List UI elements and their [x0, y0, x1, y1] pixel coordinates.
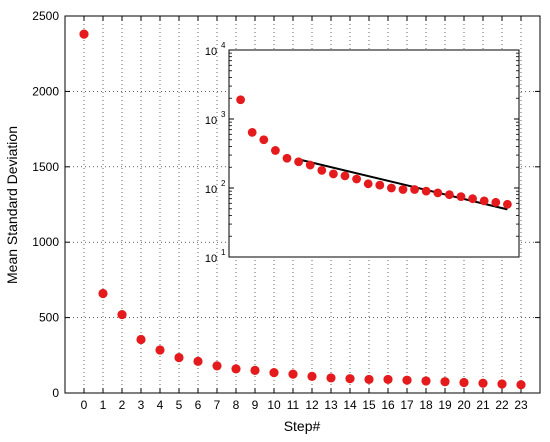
- x-tick-label: 8: [233, 398, 240, 412]
- data-point: [307, 371, 317, 382]
- x-tick-label: 15: [362, 398, 376, 412]
- data-point: [117, 309, 127, 320]
- inset-y-ticks: 10 1 10 2 10 3 10 4: [205, 41, 519, 265]
- inset-y-tick-base: 10: [205, 184, 217, 196]
- x-tick-label: 10: [267, 398, 281, 412]
- inset-data-point: [340, 171, 350, 181]
- data-point: [345, 374, 355, 384]
- data-point: [250, 365, 260, 375]
- inset-data-point: [271, 146, 280, 155]
- data-point: [364, 374, 374, 385]
- inset-data-point: [305, 160, 315, 170]
- inset-data-point: [387, 183, 396, 193]
- inset-data-point: [491, 197, 501, 207]
- inset-data-point: [317, 165, 327, 175]
- data-point: [478, 378, 488, 388]
- inset-data-point: [236, 95, 246, 105]
- x-tick-label: 1: [100, 398, 107, 412]
- x-tick-label: 14: [343, 398, 357, 412]
- x-tick-label: 17: [400, 398, 414, 412]
- x-tick-label: 5: [176, 398, 183, 412]
- data-point: [79, 29, 89, 39]
- x-tick-label: 19: [438, 398, 452, 412]
- data-point: [269, 368, 279, 378]
- data-point: [193, 356, 203, 366]
- x-tick-label: 20: [457, 398, 471, 412]
- y-tick-label: 2000: [32, 84, 59, 98]
- x-tick-label: 22: [495, 398, 509, 412]
- inset-data-point: [282, 153, 292, 163]
- inset-data-point: [433, 188, 443, 198]
- x-tick-label: 4: [157, 398, 164, 412]
- x-tick-label: 16: [381, 398, 395, 412]
- data-point: [383, 374, 393, 385]
- x-tick-label: 6: [195, 398, 202, 412]
- data-point: [231, 364, 241, 374]
- x-tick-label: 7: [214, 398, 221, 412]
- inset-y-tick-base: 10: [205, 46, 217, 58]
- inset-data-point: [294, 157, 303, 167]
- inset-chart: 10 1 10 2 10 3 10 4: [205, 41, 520, 265]
- inset-y-tick-base: 10: [205, 115, 217, 127]
- data-point: [288, 369, 298, 379]
- main-x-ticks: 0 1 2 3 4 5 6 7 8 9 10 11 12 13 14 15 16 17 18 19 20 21 22 23: [81, 16, 528, 412]
- y-tick-label: 2500: [32, 9, 59, 23]
- main-series-points: [79, 29, 526, 390]
- y-tick-label: 500: [39, 311, 59, 325]
- inset-data-point: [456, 192, 466, 202]
- data-point: [136, 334, 146, 345]
- y-tick-label: 1500: [32, 160, 59, 174]
- inset-data-point: [410, 185, 419, 194]
- x-tick-label: 11: [287, 398, 300, 412]
- y-axis-label: Mean Standard Deviation: [4, 126, 20, 284]
- x-axis-label: Step#: [284, 418, 321, 434]
- x-tick-label: 9: [252, 398, 259, 412]
- inset-data-point: [259, 135, 269, 145]
- data-point: [98, 288, 108, 299]
- inset-y-tick-exponent: 2: [221, 179, 226, 188]
- data-point: [459, 377, 469, 388]
- inset-data-point: [479, 196, 489, 206]
- y-tick-label: 1000: [32, 235, 59, 249]
- data-point: [421, 376, 431, 386]
- x-tick-label: 18: [419, 398, 433, 412]
- inset-data-point: [468, 194, 477, 204]
- inset-data-point: [363, 179, 373, 189]
- x-tick-label: 12: [305, 398, 319, 412]
- inset-y-tick-exponent: 1: [221, 248, 226, 257]
- x-tick-label: 3: [138, 398, 145, 412]
- data-point: [155, 345, 165, 355]
- inset-data-point: [445, 190, 454, 200]
- y-tick-label: 0: [52, 386, 59, 400]
- data-point: [402, 375, 412, 385]
- x-tick-label: 0: [81, 398, 88, 412]
- x-tick-label: 21: [476, 398, 490, 412]
- data-point: [174, 352, 184, 363]
- main-y-ticks: 0 500 1000 1500 2000 2500: [32, 9, 540, 400]
- x-tick-label: 13: [324, 398, 338, 412]
- data-point: [212, 361, 222, 371]
- main-plot-frame: [64, 15, 541, 394]
- inset-data-point: [421, 186, 431, 196]
- inset-data-point: [375, 180, 385, 190]
- data-point: [516, 380, 526, 390]
- data-point: [497, 379, 507, 389]
- data-point: [326, 373, 336, 383]
- inset-data-point: [352, 174, 361, 184]
- inset-data-point: [503, 199, 512, 209]
- inset-y-tick-exponent: 3: [221, 110, 226, 119]
- inset-data-point: [398, 185, 408, 194]
- inset-data-point: [247, 127, 257, 137]
- data-point: [440, 377, 450, 387]
- inset-series-points: [236, 95, 512, 209]
- inset-data-point: [329, 169, 338, 179]
- inset-y-tick-exponent: 4: [221, 41, 226, 50]
- x-tick-label: 2: [119, 398, 126, 412]
- x-tick-label: 23: [514, 398, 528, 412]
- inset-y-tick-base: 10: [205, 253, 217, 265]
